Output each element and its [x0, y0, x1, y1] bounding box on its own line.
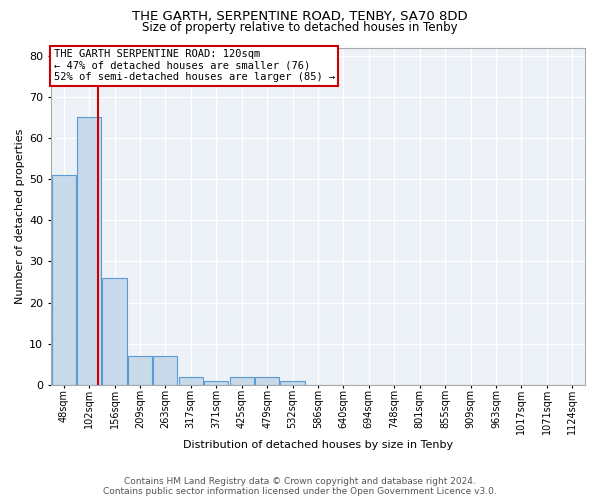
- Text: THE GARTH, SERPENTINE ROAD, TENBY, SA70 8DD: THE GARTH, SERPENTINE ROAD, TENBY, SA70 …: [132, 10, 468, 23]
- Text: THE GARTH SERPENTINE ROAD: 120sqm
← 47% of detached houses are smaller (76)
52% : THE GARTH SERPENTINE ROAD: 120sqm ← 47% …: [53, 49, 335, 82]
- Bar: [52, 175, 76, 385]
- Bar: [179, 376, 203, 385]
- Bar: [128, 356, 152, 385]
- Text: Contains HM Land Registry data © Crown copyright and database right 2024.
Contai: Contains HM Land Registry data © Crown c…: [103, 476, 497, 496]
- Bar: [230, 376, 254, 385]
- Bar: [153, 356, 178, 385]
- Bar: [103, 278, 127, 385]
- Y-axis label: Number of detached properties: Number of detached properties: [15, 128, 25, 304]
- Text: Size of property relative to detached houses in Tenby: Size of property relative to detached ho…: [142, 22, 458, 35]
- Bar: [255, 376, 279, 385]
- X-axis label: Distribution of detached houses by size in Tenby: Distribution of detached houses by size …: [183, 440, 453, 450]
- Bar: [204, 381, 229, 385]
- Bar: [280, 381, 305, 385]
- Bar: [77, 118, 101, 385]
